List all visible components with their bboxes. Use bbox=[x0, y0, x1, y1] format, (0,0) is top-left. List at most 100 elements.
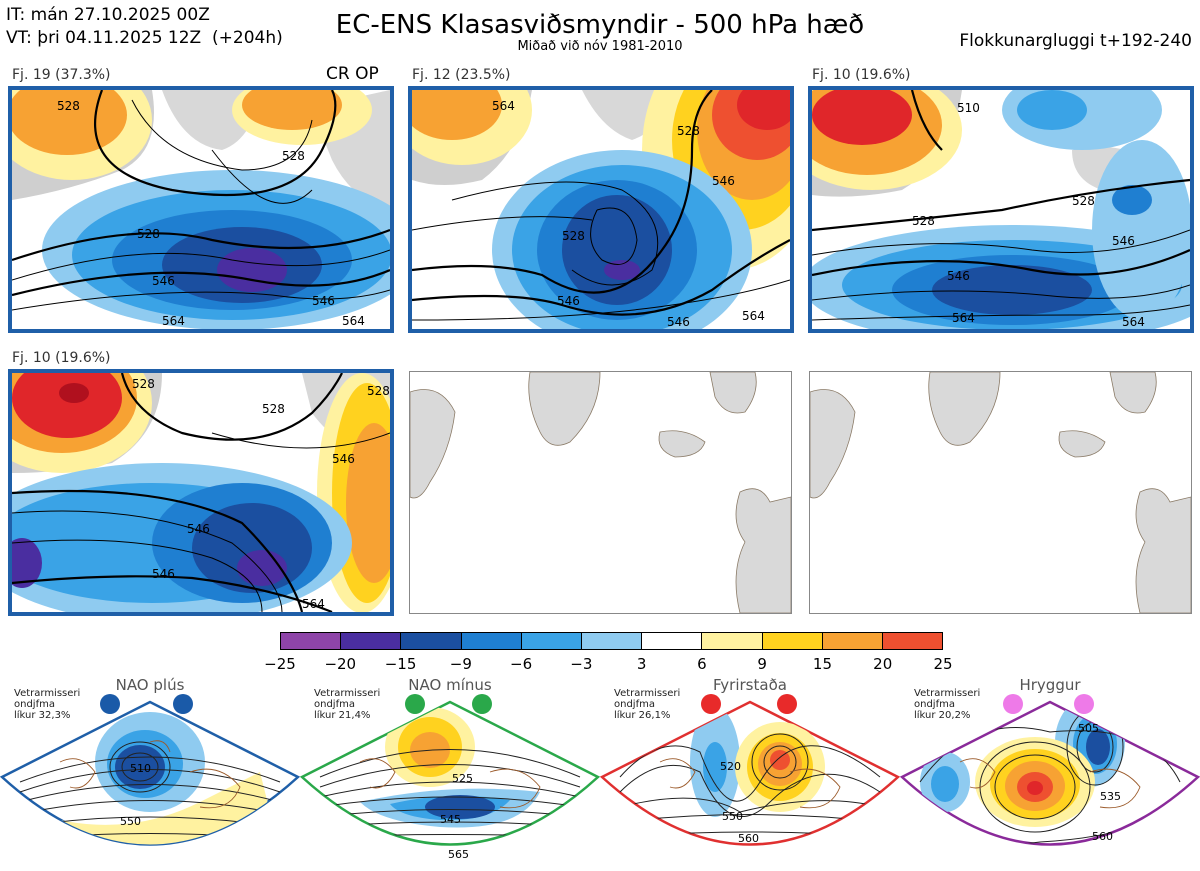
contour-label: 528 bbox=[677, 124, 700, 138]
regime-dot-icon bbox=[472, 694, 492, 714]
regime-probability-line: líkur 26,1% bbox=[614, 710, 671, 721]
colorbar-segment bbox=[581, 633, 643, 649]
cluster-map-4[interactable]: 528 528 546 546 546 564 528 bbox=[8, 369, 394, 616]
regime-dot-icon bbox=[777, 694, 797, 714]
contour-label: 546 bbox=[557, 294, 580, 308]
regime-name: Fyrirstaða bbox=[713, 676, 787, 694]
colorbar-segment bbox=[882, 633, 943, 649]
colorbar-tick-label: 20 bbox=[873, 655, 893, 673]
regime-name: NAO mínus bbox=[408, 676, 492, 694]
contour-label: 528 bbox=[562, 229, 585, 243]
contour-label: 535 bbox=[1100, 790, 1121, 803]
regime-probability: Vetrarmisseri ondjfma líkur 20,2% bbox=[914, 688, 980, 721]
page-subtitle: Miðað við nóv 1981-2010 bbox=[517, 39, 683, 54]
contour-label: 550 bbox=[120, 815, 141, 828]
contour-label: 546 bbox=[152, 274, 175, 288]
contour-label: 564 bbox=[492, 99, 515, 113]
cluster-map-2[interactable]: 528 528 546 546 546 564 564 bbox=[408, 86, 794, 333]
empty-map-6 bbox=[809, 371, 1192, 614]
page-title: EC-ENS Klasasviðsmyndir - 500 hPa hæð bbox=[335, 10, 865, 40]
contour-label: 546 bbox=[187, 522, 210, 536]
colorbar-segment bbox=[702, 633, 763, 649]
contour-label: 546 bbox=[1112, 234, 1135, 248]
colorbar-segment bbox=[461, 633, 522, 649]
regime-probability-line: ondjfma bbox=[14, 699, 55, 710]
regime-probability: Vetrarmisseri ondjfma líkur 21,4% bbox=[314, 688, 380, 721]
contour-label: 564 bbox=[1122, 315, 1145, 329]
colorbar-segment bbox=[642, 633, 703, 649]
colorbar-segment bbox=[521, 633, 582, 649]
regime-dot-icon bbox=[173, 694, 193, 714]
regime-dot-icon bbox=[1074, 694, 1094, 714]
contour-label: 528 bbox=[57, 99, 80, 113]
contour-label: 545 bbox=[440, 813, 461, 826]
contour-label: 564 bbox=[162, 314, 185, 328]
contour-label: 528 bbox=[132, 377, 155, 391]
colorbar-tick-label: 6 bbox=[697, 655, 707, 673]
classification-window: Flokkunargluggi t+192-240 bbox=[959, 31, 1192, 51]
contour-label: 564 bbox=[302, 597, 325, 611]
contour-label: 528 bbox=[262, 402, 285, 416]
contour-label: 525 bbox=[452, 772, 473, 785]
contour-label: 560 bbox=[1092, 830, 1113, 843]
contour-label: 546 bbox=[152, 567, 175, 581]
contour-label: 528 bbox=[1072, 194, 1095, 208]
contour-label: 528 bbox=[367, 384, 390, 398]
regime-probability-line: Vetrarmisseri bbox=[914, 688, 981, 699]
regime-probability: Vetrarmisseri ondjfma líkur 26,1% bbox=[614, 688, 680, 721]
colorbar bbox=[280, 632, 943, 650]
contour-label: 528 bbox=[912, 214, 935, 228]
regime-probability-line: líkur 20,2% bbox=[914, 710, 971, 721]
contour-label: 528 bbox=[282, 149, 305, 163]
colorbar-tick-label: 25 bbox=[933, 655, 953, 673]
init-time-block: IT: mán 27.10.2025 00Z VT: þri 04.11.202… bbox=[6, 4, 283, 50]
contour-label: 565 bbox=[448, 848, 469, 861]
regime-probability-line: Vetrarmisseri bbox=[314, 688, 381, 699]
panel-4-label: Fj. 10 (19.6%) bbox=[12, 350, 111, 366]
contour-label: 520 bbox=[720, 760, 741, 773]
regime-probability: Vetrarmisseri ondjfma líkur 32,3% bbox=[14, 688, 80, 721]
contour-label: 546 bbox=[667, 315, 690, 329]
colorbar-tick-label: 3 bbox=[636, 655, 647, 673]
colorbar-segment bbox=[401, 633, 462, 649]
colorbar-tick-label: −3 bbox=[570, 655, 593, 673]
regime-name: NAO plús bbox=[115, 676, 185, 694]
colorbar-tick-label: −20 bbox=[324, 655, 357, 673]
contour-label: 546 bbox=[332, 452, 355, 466]
contour-label: 546 bbox=[712, 174, 735, 188]
regime-nao-plus: NAO plús Vetrarmisseri ondjfma líkur 32,3%… bbox=[0, 676, 300, 871]
regime-probability-line: Vetrarmisseri bbox=[14, 688, 81, 699]
empty-map-5 bbox=[409, 371, 792, 614]
regime-dot-icon bbox=[100, 694, 120, 714]
colorbar-tick-label: −15 bbox=[384, 655, 417, 673]
colorbar-tick-label: −25 bbox=[264, 655, 296, 673]
regime-probability-line: líkur 32,3% bbox=[14, 710, 71, 721]
regime-probability-line: ondjfma bbox=[914, 699, 955, 710]
regime-probability-line: ondjfma bbox=[614, 699, 655, 710]
regime-blocking: Fyrirstaða Vetrarmisseri ondjfma líkur 26,… bbox=[600, 676, 900, 871]
regime-nao-minus: NAO mínus Vetrarmisseri ondjfma líkur 21,4… bbox=[300, 676, 600, 871]
cluster-map-1[interactable]: 528 528 546 546 564 564 528 bbox=[8, 86, 394, 333]
regime-name: Hryggur bbox=[1019, 676, 1081, 694]
colorbar-tick-label: −9 bbox=[449, 655, 472, 673]
contour-label: 510 bbox=[130, 762, 151, 775]
colorbar-segment bbox=[762, 633, 823, 649]
colorbar-segment bbox=[822, 633, 883, 649]
colorbar-tick-label: −6 bbox=[510, 655, 533, 673]
contour-label: 546 bbox=[947, 269, 970, 283]
colorbar-segment bbox=[281, 633, 342, 649]
regime-probability-line: ondjfma bbox=[314, 699, 355, 710]
valid-time: VT: þri 04.11.2025 12Z (+204h) bbox=[6, 28, 283, 48]
contour-label: 546 bbox=[312, 294, 335, 308]
cluster-map-3[interactable]: 510 528 528 546 546 564 564 bbox=[808, 86, 1194, 333]
regime-probability-line: líkur 21,4% bbox=[314, 710, 371, 721]
contour-label: 564 bbox=[342, 314, 365, 328]
contour-label: 550 bbox=[722, 810, 743, 823]
panel-3-label: Fj. 10 (19.6%) bbox=[812, 67, 911, 83]
panel-1-tag: CR OP bbox=[326, 64, 379, 84]
contour-label: 505 bbox=[1078, 722, 1099, 735]
colorbar-segment bbox=[341, 633, 402, 649]
regime-ridge: Hryggur Vetrarmisseri ondjfma líkur 20,2% bbox=[900, 676, 1200, 871]
contour-label: 564 bbox=[952, 311, 975, 325]
contour-label: 528 bbox=[137, 227, 160, 241]
